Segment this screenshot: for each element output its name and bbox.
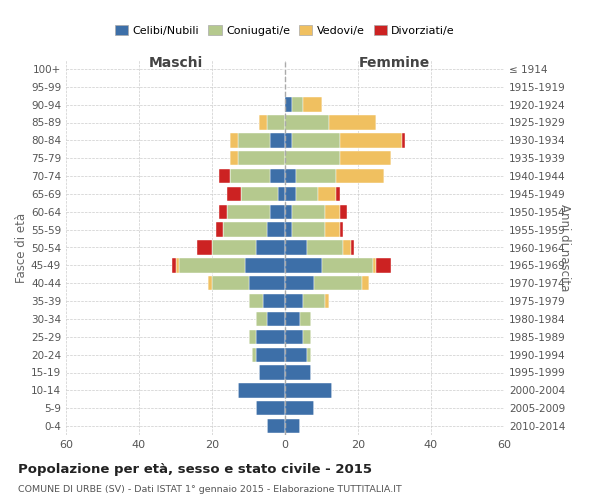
Bar xyxy=(350,240,355,254)
Y-axis label: Anni di nascita: Anni di nascita xyxy=(558,204,571,291)
Bar xyxy=(285,312,299,326)
Bar xyxy=(318,187,336,201)
Bar xyxy=(267,312,285,326)
Bar xyxy=(271,204,285,219)
Bar xyxy=(256,330,285,344)
Bar xyxy=(248,276,285,290)
Bar xyxy=(256,240,285,254)
Bar xyxy=(292,98,303,112)
Bar xyxy=(340,222,343,237)
Bar xyxy=(238,151,285,166)
Bar xyxy=(303,98,322,112)
Bar xyxy=(285,169,296,183)
Bar xyxy=(299,312,311,326)
Bar xyxy=(271,169,285,183)
Bar xyxy=(267,116,285,130)
Bar xyxy=(245,258,285,272)
Bar xyxy=(329,116,376,130)
Bar xyxy=(223,222,267,237)
Bar xyxy=(322,258,373,272)
Bar xyxy=(238,133,271,148)
Bar xyxy=(278,187,285,201)
Bar xyxy=(362,276,369,290)
Bar xyxy=(296,187,318,201)
Bar xyxy=(340,133,402,148)
Bar xyxy=(248,294,263,308)
Bar xyxy=(215,222,223,237)
Bar xyxy=(285,240,307,254)
Bar xyxy=(259,366,285,380)
Bar xyxy=(303,294,325,308)
Bar xyxy=(285,133,292,148)
Bar xyxy=(336,169,383,183)
Bar xyxy=(285,258,322,272)
Bar xyxy=(197,240,212,254)
Bar xyxy=(336,187,340,201)
Bar xyxy=(285,151,340,166)
Bar xyxy=(325,222,340,237)
Bar xyxy=(285,204,292,219)
Bar xyxy=(340,151,391,166)
Bar xyxy=(303,330,311,344)
Bar xyxy=(238,383,285,398)
Bar xyxy=(285,348,307,362)
Bar xyxy=(373,258,376,272)
Text: Femmine: Femmine xyxy=(359,56,430,70)
Bar xyxy=(285,366,311,380)
Bar xyxy=(285,187,296,201)
Bar xyxy=(307,240,343,254)
Bar xyxy=(179,258,245,272)
Bar xyxy=(271,133,285,148)
Bar xyxy=(296,169,336,183)
Bar xyxy=(402,133,406,148)
Bar xyxy=(285,116,329,130)
Bar xyxy=(343,240,350,254)
Bar xyxy=(292,222,325,237)
Y-axis label: Fasce di età: Fasce di età xyxy=(15,212,28,282)
Bar xyxy=(212,276,248,290)
Bar xyxy=(376,258,391,272)
Bar xyxy=(325,294,329,308)
Bar xyxy=(176,258,179,272)
Bar xyxy=(252,348,256,362)
Bar xyxy=(241,187,278,201)
Bar xyxy=(285,401,314,415)
Bar xyxy=(267,222,285,237)
Bar xyxy=(256,312,267,326)
Bar xyxy=(285,98,292,112)
Bar xyxy=(220,169,230,183)
Bar xyxy=(256,348,285,362)
Bar xyxy=(248,330,256,344)
Bar xyxy=(325,204,340,219)
Bar xyxy=(340,204,347,219)
Bar xyxy=(285,419,299,433)
Bar xyxy=(267,419,285,433)
Legend: Celibi/Nubili, Coniugati/e, Vedovi/e, Divorziati/e: Celibi/Nubili, Coniugati/e, Vedovi/e, Di… xyxy=(110,20,460,40)
Bar xyxy=(285,383,332,398)
Bar xyxy=(292,204,325,219)
Bar xyxy=(307,348,311,362)
Bar xyxy=(227,187,241,201)
Bar xyxy=(285,222,292,237)
Text: Popolazione per età, sesso e stato civile - 2015: Popolazione per età, sesso e stato civil… xyxy=(18,462,372,475)
Bar xyxy=(230,133,238,148)
Text: Maschi: Maschi xyxy=(148,56,203,70)
Bar xyxy=(285,330,303,344)
Bar xyxy=(256,401,285,415)
Bar xyxy=(208,276,212,290)
Bar xyxy=(212,240,256,254)
Bar xyxy=(172,258,176,272)
Bar xyxy=(259,116,267,130)
Bar xyxy=(230,169,271,183)
Bar xyxy=(292,133,340,148)
Bar xyxy=(285,294,303,308)
Bar xyxy=(314,276,362,290)
Text: COMUNE DI URBE (SV) - Dati ISTAT 1° gennaio 2015 - Elaborazione TUTTITALIA.IT: COMUNE DI URBE (SV) - Dati ISTAT 1° genn… xyxy=(18,485,402,494)
Bar xyxy=(220,204,227,219)
Bar xyxy=(230,151,238,166)
Bar xyxy=(263,294,285,308)
Bar xyxy=(227,204,271,219)
Bar xyxy=(285,276,314,290)
